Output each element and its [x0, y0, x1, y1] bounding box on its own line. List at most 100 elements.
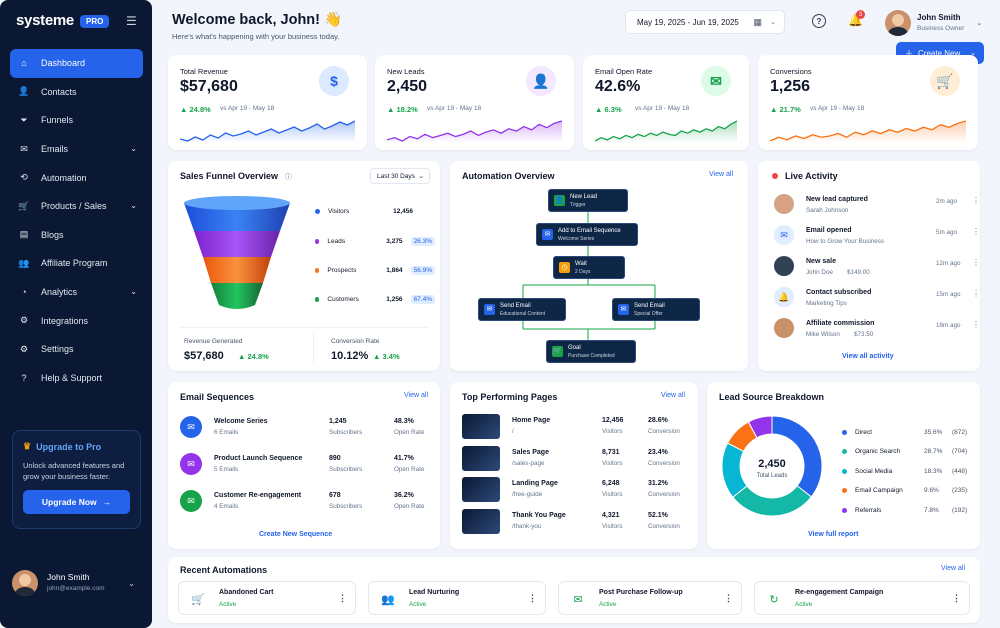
sidebar-item-contacts[interactable]: 👤 Contacts [10, 78, 143, 107]
more-options-icon[interactable]: ⋮ [972, 227, 980, 236]
revenue-value: $57,680 [184, 350, 224, 362]
sequence-row[interactable]: ✉ Welcome Series 6 Emails 1,245 Subscribers 4… [180, 416, 435, 444]
funnel-row: Visitors 12,456 [315, 208, 435, 215]
page-thumbnail [462, 414, 500, 439]
donut-slice-direct[interactable] [771, 415, 823, 498]
gear-icon: ⚙ [19, 343, 29, 354]
page-thumbnail [462, 445, 500, 471]
flow-node[interactable]: 🛒 Goal Purchase Completed [546, 340, 636, 363]
legend-dot [842, 507, 847, 513]
sidebar-item-automation[interactable]: ⟲ Automation [10, 163, 143, 192]
sidebar-item-blogs[interactable]: ▤ Blogs [10, 221, 143, 250]
more-options-icon[interactable]: ⋮ [972, 258, 980, 267]
avatar [885, 10, 911, 36]
stat-sparkline [770, 120, 966, 143]
sidebar-item-label: Affiliate Program [41, 258, 108, 269]
legend-item: Social Media 18.3% (448) [842, 465, 972, 477]
sequence-icon: ✉ [180, 453, 202, 475]
page-row[interactable]: Home Page / 12,456 Visitors 28.6% Conversion [462, 414, 692, 442]
stat-value: $57,680 [180, 78, 238, 95]
chevron-down-icon: ⌄ [130, 286, 137, 296]
view-all-link[interactable]: View all [404, 392, 428, 399]
view-all-link[interactable]: View all [941, 565, 965, 572]
chevron-down-icon: ⌄ [970, 50, 976, 57]
stat-label: New Leads [387, 67, 425, 76]
automation-item[interactable]: 🛒 Abandoned Cart Active ⋮ [178, 581, 356, 615]
view-all-link[interactable]: View all [661, 392, 685, 399]
open-rate-label: Open Rate [394, 503, 425, 510]
sidebar: systeme PRO ☰ ⌂ Dashboard 👤 Contacts ⏷ Funnel… [0, 0, 152, 628]
activity-item[interactable]: Affiliate commission Mike Wilson $73.50 18m… [774, 318, 980, 342]
date-range-picker[interactable]: May 19, 2025 - Jun 19, 2025 ▦ ⌄ [625, 10, 785, 34]
help-icon[interactable]: ? [812, 14, 826, 28]
sidebar-item-integrations[interactable]: ⚙ Integrations [10, 306, 143, 335]
sequence-row[interactable]: ✉ Customer Re-engagement 4 Emails 678 Subscr… [180, 490, 435, 518]
automation-overview-card: Automation Overview View all 👤 New Lead Tr… [450, 161, 748, 371]
sequence-row[interactable]: ✉ Product Launch Sequence 5 Emails 890 Subsc… [180, 453, 435, 481]
flow-node[interactable]: ✉ Add to Email Sequence Welcome Series [536, 223, 638, 246]
page-path: /free-guide [512, 491, 543, 498]
range-select[interactable]: Last 30 Days ⌄ [370, 168, 430, 184]
more-options-icon[interactable]: ⋮ [528, 593, 537, 603]
view-all-link[interactable]: View all [709, 171, 733, 178]
more-options-icon[interactable]: ⋮ [972, 196, 980, 205]
sidebar-user[interactable]: John Smith john@example.com ⌄ [12, 568, 141, 598]
stat-sparkline [595, 120, 737, 143]
donut-slice-organic-search[interactable] [732, 485, 813, 517]
info-icon[interactable]: ⓘ [285, 174, 292, 181]
create-sequence-link[interactable]: Create New Sequence [259, 531, 333, 538]
chevron-down-icon[interactable]: ⌄ [128, 578, 135, 588]
user-menu[interactable]: John Smith Business Owner ⌄ [885, 10, 982, 36]
activity-item[interactable]: New lead captured Sarah Johnson 2m ago ⋮ [774, 194, 980, 218]
sidebar-item-label: Analytics [41, 287, 78, 298]
page-visitors: 8,731 [602, 448, 620, 456]
flow-node[interactable]: 👤 New Lead Trigger [548, 189, 628, 212]
more-options-icon[interactable]: ⋮ [952, 593, 961, 603]
more-options-icon[interactable]: ⋮ [972, 289, 980, 298]
flow-node[interactable]: ✉ Send Email Special Offer [612, 298, 700, 321]
automation-item[interactable]: ✉ Post Purchase Follow-up Active ⋮ [558, 581, 742, 615]
sidebar-item-help-support[interactable]: ? Help & Support [10, 364, 143, 393]
flow-node[interactable]: ✉ Send Email Educational Content [478, 298, 566, 321]
activity-item[interactable]: 🔔 Contact subscribed Marketing Tips 15m ago… [774, 287, 980, 311]
activity-item[interactable]: ✉ Email opened How to Grow Your Business 5m… [774, 225, 980, 249]
menu-toggle-icon[interactable]: ☰ [126, 14, 137, 28]
lead-source-donut [721, 415, 823, 517]
donut-slice-referrals[interactable] [747, 415, 773, 439]
sidebar-item-settings[interactable]: ⚙ Settings [10, 335, 143, 364]
chevron-down-icon: ⌄ [130, 200, 137, 210]
page-row[interactable]: Sales Page/sales-page 8,731 Visitors 23.4% C… [462, 445, 692, 474]
source-name: Organic Search [855, 448, 901, 455]
sales-funnel-card: Sales Funnel Overview ⓘ Last 30 Days ⌄ Re… [168, 161, 440, 371]
flow-node-icon: ✉ [542, 229, 553, 240]
more-options-icon[interactable]: ⋮ [724, 593, 733, 603]
bell-icon[interactable]: 🔔 3 [848, 10, 865, 27]
activity-item[interactable]: New sale John Doe $149.00 12m ago ⋮ [774, 256, 980, 280]
page-row[interactable]: Landing Page/free-guide 6,248 Visitors 31.2… [462, 477, 692, 505]
view-full-report-link[interactable]: View full report [808, 531, 859, 538]
flow-node[interactable]: ◷ Wait 2 Days [553, 256, 625, 279]
sidebar-item-emails[interactable]: ✉ Emails ⌄ [10, 135, 143, 164]
sidebar-item-products-sales[interactable]: 🛒 Products / Sales ⌄ [10, 192, 143, 221]
sidebar-item-analytics[interactable]: ◔ Analytics ⌄ [10, 278, 143, 307]
sequence-subscribers: 890 [329, 455, 341, 462]
page-row[interactable]: Thank You Page/thank-you 4,321 Visitors 52.… [462, 508, 692, 537]
more-options-icon[interactable]: ⋮ [338, 593, 347, 603]
divider [313, 333, 314, 365]
lead-source-card: Lead Source Breakdown 2,450 Total Leads … [707, 382, 980, 549]
automation-status: Active [409, 601, 427, 608]
conversion-value: 10.12% [331, 350, 369, 362]
sidebar-item-affiliate-program[interactable]: 👥 Affiliate Program [10, 249, 143, 278]
brand-logo[interactable]: systeme [16, 12, 74, 29]
activity-amount: $149.00 [846, 269, 870, 276]
upgrade-now-button[interactable]: Upgrade Now → [23, 490, 130, 514]
more-options-icon[interactable]: ⋮ [972, 320, 980, 329]
sidebar-item-funnels[interactable]: ⏷ Funnels [10, 106, 143, 135]
sidebar-item-dashboard[interactable]: ⌂ Dashboard [10, 49, 143, 78]
automation-item[interactable]: 👥 Lead Nurturing Active ⋮ [368, 581, 546, 615]
page-conversion: 28.6% [648, 417, 668, 424]
automation-item[interactable]: ↻ Re-engagement Campaign Active ⋮ [754, 581, 970, 615]
view-all-activity-link[interactable]: View all activity [842, 353, 894, 360]
activity-amount: $73.50 [853, 331, 874, 338]
stat-card: Conversions 1,256 ▲ 21.7% vs Apr 19 - May 1… [758, 55, 978, 150]
